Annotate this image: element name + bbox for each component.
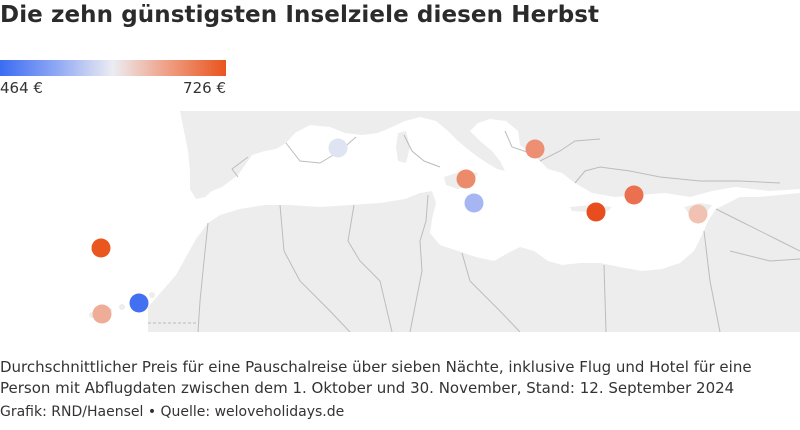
marker-madeira (91, 238, 111, 258)
mediterranean-map (0, 111, 800, 332)
marker-malta (464, 193, 484, 213)
marker-sicily-north (456, 169, 476, 189)
land-africa (148, 191, 800, 332)
marker-tenerife (92, 304, 112, 324)
marker-cyprus (688, 204, 708, 224)
source-credit: Grafik: RND/Haensel • Quelle: weloveholi… (0, 404, 345, 420)
country-borders (148, 130, 800, 332)
marker-corfu (525, 139, 545, 159)
marker-balearic (328, 138, 348, 158)
destination-markers (91, 138, 708, 324)
marker-lanzarote (129, 293, 149, 313)
legend-max-label: 726 € (183, 79, 226, 97)
marker-crete (586, 202, 606, 222)
price-color-scale (0, 60, 226, 76)
land-europe (0, 111, 800, 199)
legend-min-label: 464 € (0, 79, 43, 97)
land-sardinia (396, 131, 410, 163)
chart-title: Die zehn günstigsten Inselziele diesen H… (0, 2, 600, 28)
land-masses (0, 111, 800, 332)
chart-description: Durchschnittlicher Preis für eine Pausch… (0, 358, 752, 397)
marker-rhodes (624, 185, 644, 205)
